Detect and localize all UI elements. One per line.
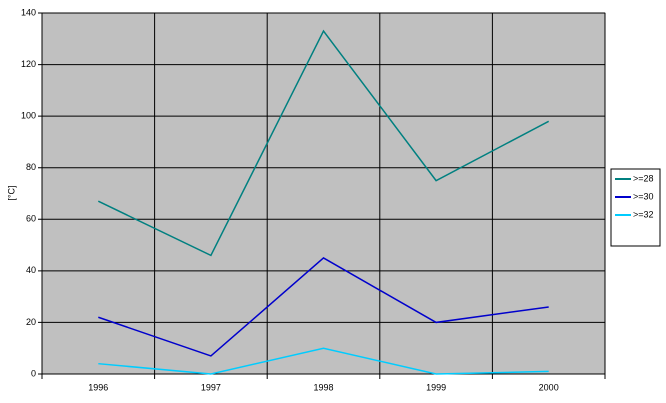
x-tick-label: 1998	[313, 382, 333, 392]
y-tick-label: 40	[26, 265, 36, 275]
legend-label: >=28	[633, 173, 654, 183]
y-tick-label: 140	[21, 7, 36, 17]
series-line	[98, 257, 549, 357]
plot-area	[41, 12, 606, 375]
legend-box	[610, 168, 661, 247]
y-tick-label: 20	[26, 317, 36, 327]
x-tick-label: 2000	[539, 382, 559, 392]
y-axis-label: [°C]	[6, 185, 16, 200]
y-tick-label: 100	[21, 111, 36, 121]
series-line	[98, 347, 549, 375]
y-tick-label: 0	[31, 368, 36, 378]
y-tick-label: 60	[26, 214, 36, 224]
legend-label: >=30	[633, 191, 654, 201]
x-tick-label: 1997	[201, 382, 221, 392]
y-tick-label: 80	[26, 162, 36, 172]
series-line	[97, 29, 550, 257]
x-tick-label: 1996	[88, 382, 108, 392]
y-tick-label: 120	[21, 59, 36, 69]
legend-label: >=32	[633, 209, 654, 219]
x-tick-label: 1999	[426, 382, 446, 392]
